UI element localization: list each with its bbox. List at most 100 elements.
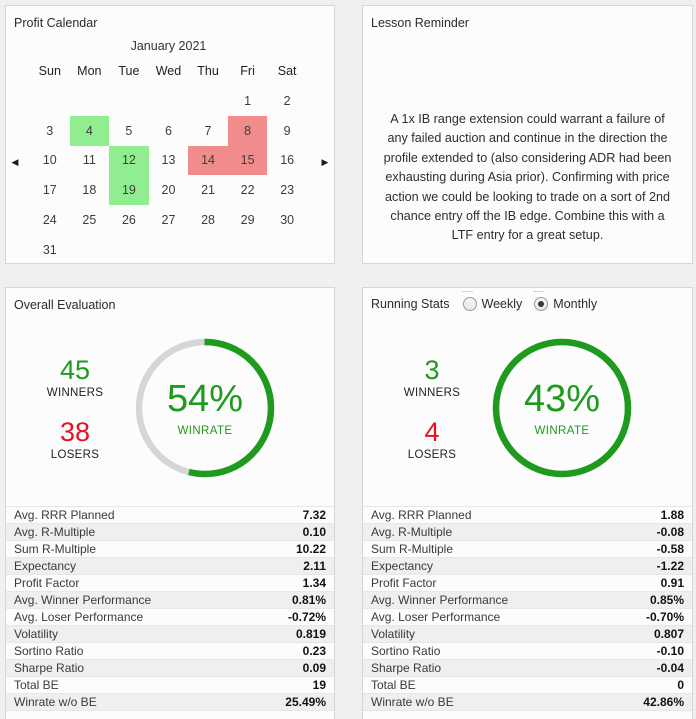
calendar-day-23[interactable]: 23	[280, 183, 295, 198]
radio-selected-icon[interactable]	[533, 291, 549, 311]
calendar-day-26[interactable]: 26	[121, 213, 136, 228]
calendar-day-29[interactable]: 29	[240, 213, 255, 228]
stat-row: Sortino Ratio -0.10	[363, 643, 692, 660]
stat-value: 0.23	[302, 644, 326, 658]
stat-row: Sharpe Ratio -0.04	[363, 660, 692, 677]
radio-unselected-icon[interactable]	[461, 291, 477, 311]
winners-losers-block: 45 WINNERS 38 LOSERS	[16, 354, 134, 478]
calendar-day-2[interactable]: 2	[283, 93, 291, 108]
calendar-day-5[interactable]: 5	[125, 123, 133, 138]
stat-label: Sum R-Multiple	[371, 542, 454, 556]
stat-row: Total BE 19	[6, 677, 334, 694]
calendar-day-25[interactable]: 25	[82, 213, 97, 228]
calendar-day-4[interactable]: 4	[69, 115, 110, 146]
stat-value: 0	[677, 678, 684, 692]
winners-losers-block: 3 WINNERS 4 LOSERS	[373, 354, 491, 478]
calendar-day-1[interactable]: 1	[244, 93, 252, 108]
stat-row: Sum R-Multiple 10.22	[6, 541, 334, 558]
calendar-header-fri: Fri	[240, 64, 255, 78]
stat-row: Avg. Loser Performance -0.70%	[363, 609, 692, 626]
winners-label: WINNERS	[46, 387, 104, 399]
winrate-donut: 54% WINRATE	[129, 332, 281, 484]
winners-count: 3	[424, 355, 440, 385]
stat-label: Sharpe Ratio	[371, 661, 442, 675]
period-radio-group: Weekly Monthly	[461, 291, 598, 311]
calendar-next-icon[interactable]: ▶	[318, 154, 332, 170]
stat-row: Sharpe Ratio 0.09	[6, 660, 334, 677]
winners-label: WINNERS	[403, 387, 461, 399]
stat-label: Avg. Winner Performance	[371, 593, 509, 607]
stat-value: 0.807	[653, 627, 684, 641]
calendar-day-17[interactable]: 17	[42, 183, 57, 198]
stat-label: Avg. R-Multiple	[14, 525, 96, 539]
calendar-day-20[interactable]: 20	[161, 183, 176, 198]
stat-value: 1.88	[660, 508, 684, 522]
calendar-day-28[interactable]: 28	[201, 213, 215, 228]
losers-label: LOSERS	[407, 449, 457, 461]
stat-row: Winrate w/o BE 25.49%	[6, 694, 334, 711]
stat-row: Avg. R-Multiple -0.08	[363, 524, 692, 541]
calendar-day-11[interactable]: 11	[82, 153, 96, 168]
calendar-day-empty	[30, 86, 70, 116]
stat-value: 19	[312, 678, 326, 692]
calendar-day-8[interactable]: 8	[227, 115, 268, 146]
stat-label: Winrate w/o BE	[14, 695, 97, 709]
stat-row: Sum R-Multiple -0.58	[363, 541, 692, 558]
calendar-day-empty	[149, 86, 189, 116]
calendar-day-30[interactable]: 30	[280, 213, 295, 228]
calendar-day-24[interactable]: 24	[42, 213, 57, 228]
calendar-day-22[interactable]: 22	[240, 183, 255, 198]
radio-weekly[interactable]: Weekly	[461, 291, 523, 311]
stat-row: Volatility 0.819	[6, 626, 334, 643]
radio-monthly[interactable]: Monthly	[533, 291, 598, 311]
calendar-day-6[interactable]: 6	[164, 123, 172, 138]
stat-value: 0.10	[302, 525, 326, 539]
calendar-day-21[interactable]: 21	[201, 183, 215, 198]
overall-evaluation-title: Overall Evaluation	[14, 298, 116, 312]
overall-stats-table: Avg. RRR Planned 7.32 Avg. R-Multiple 0.10 S…	[6, 506, 334, 711]
stat-label: Avg. RRR Planned	[371, 508, 472, 522]
stat-label: Sum R-Multiple	[14, 542, 97, 556]
stat-value: 42.86%	[643, 695, 684, 709]
stat-value: 0.819	[295, 627, 326, 641]
losers-label: LOSERS	[50, 449, 100, 461]
stat-value: -0.10	[656, 644, 684, 658]
calendar-day-7[interactable]: 7	[204, 123, 212, 138]
stat-row: Avg. Winner Performance 0.81%	[6, 592, 334, 609]
calendar-day-10[interactable]: 10	[42, 153, 57, 168]
calendar-header-sat: Sat	[277, 64, 297, 78]
calendar-prev-icon[interactable]: ◀	[8, 154, 22, 170]
stat-row: Profit Factor 0.91	[363, 575, 692, 592]
winrate-ring-svg	[135, 338, 275, 478]
radio-label: Weekly	[481, 297, 523, 311]
calendar-day-empty	[149, 235, 189, 265]
calendar-day-empty	[109, 86, 149, 116]
calendar-day-19[interactable]: 19	[109, 175, 149, 206]
calendar-grid: 1 2 3 4 5 6 7 8 9 10 11 12 13 14 15 16 17 18 19 20 21 22 23 24 2…	[30, 86, 307, 265]
calendar-day-15[interactable]: 15	[227, 145, 268, 176]
running-stats-panel: Running Stats Weekly Monthly 3 WINNERS 4 …	[362, 287, 693, 719]
stat-value: 7.32	[302, 508, 326, 522]
stat-label: Volatility	[14, 627, 59, 641]
ring-progress	[135, 338, 275, 478]
calendar-day-13[interactable]: 13	[161, 153, 176, 168]
profit-calendar-panel: Profit Calendar January 2021 ◀ ▶ Sun Mon T…	[5, 5, 335, 264]
running-stats-header: Running Stats Weekly Monthly	[363, 288, 692, 311]
calendar-day-18[interactable]: 18	[82, 183, 97, 198]
profit-calendar-title: Profit Calendar	[14, 16, 98, 30]
stat-label: Avg. RRR Planned	[14, 508, 115, 522]
calendar-day-3[interactable]: 3	[46, 123, 54, 138]
running-stats-table: Avg. RRR Planned 1.88 Avg. R-Multiple -0.08…	[363, 506, 692, 711]
calendar-day-12[interactable]: 12	[109, 145, 149, 176]
calendar-day-16[interactable]: 16	[280, 153, 295, 168]
stat-label: Avg. Winner Performance	[14, 593, 152, 607]
calendar-day-27[interactable]: 27	[161, 213, 176, 228]
calendar-day-headers: Sun Mon Tue Wed Thu Fri Sat	[30, 62, 307, 80]
calendar-day-9[interactable]: 9	[283, 123, 291, 138]
overall-evaluation-panel: Overall Evaluation 45 WINNERS 38 LOSERS …	[5, 287, 335, 719]
calendar-day-14[interactable]: 14	[188, 145, 228, 176]
running-stats-title: Running Stats	[371, 297, 450, 311]
radio-label: Monthly	[553, 297, 598, 311]
calendar-day-31[interactable]: 31	[42, 242, 57, 257]
